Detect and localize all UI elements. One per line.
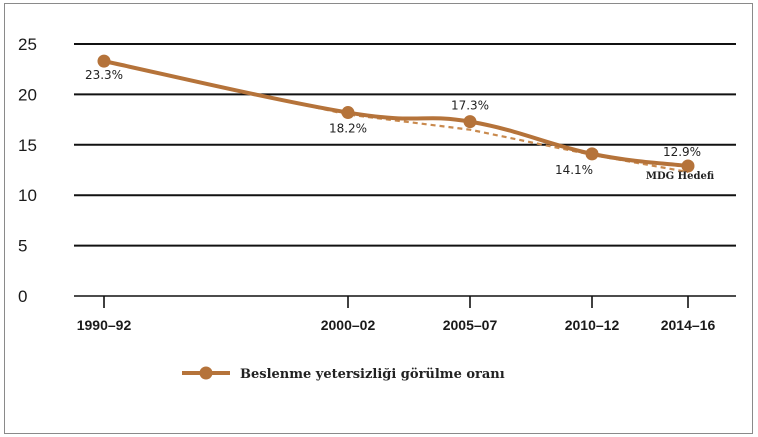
- y-tick-label: 5: [18, 237, 27, 256]
- mdg-target-annotation: MDG Hedefi: [646, 171, 715, 182]
- chart-frame: [4, 3, 753, 434]
- series-line: [103, 59, 689, 168]
- data-point: [681, 159, 695, 173]
- data-point: [97, 54, 111, 68]
- x-tick-label: 1990–92: [77, 317, 132, 333]
- data-label: 12.9%: [663, 145, 701, 159]
- y-tick-label: 25: [18, 35, 37, 54]
- data-label: 18.2%: [329, 122, 367, 136]
- data-point: [585, 147, 599, 161]
- x-tick-label: 2000–02: [321, 317, 376, 333]
- x-tick-label: 2010–12: [565, 317, 620, 333]
- legend-marker: [199, 366, 213, 380]
- data-point: [341, 106, 355, 120]
- data-point: [463, 115, 477, 129]
- data-label: 14.1%: [555, 163, 593, 177]
- y-tick-label: 10: [18, 186, 37, 205]
- legend-label: Beslenme yetersizliği görülme oranı: [240, 367, 505, 382]
- y-tick-label: 20: [18, 85, 37, 104]
- y-tick-label: 0: [18, 287, 27, 306]
- data-label: 17.3%: [451, 99, 489, 113]
- x-tick-label: 2005–07: [443, 317, 498, 333]
- x-tick-label: 2014–16: [661, 317, 716, 333]
- y-tick-label: 15: [18, 136, 37, 155]
- data-label: 23.3%: [85, 68, 123, 82]
